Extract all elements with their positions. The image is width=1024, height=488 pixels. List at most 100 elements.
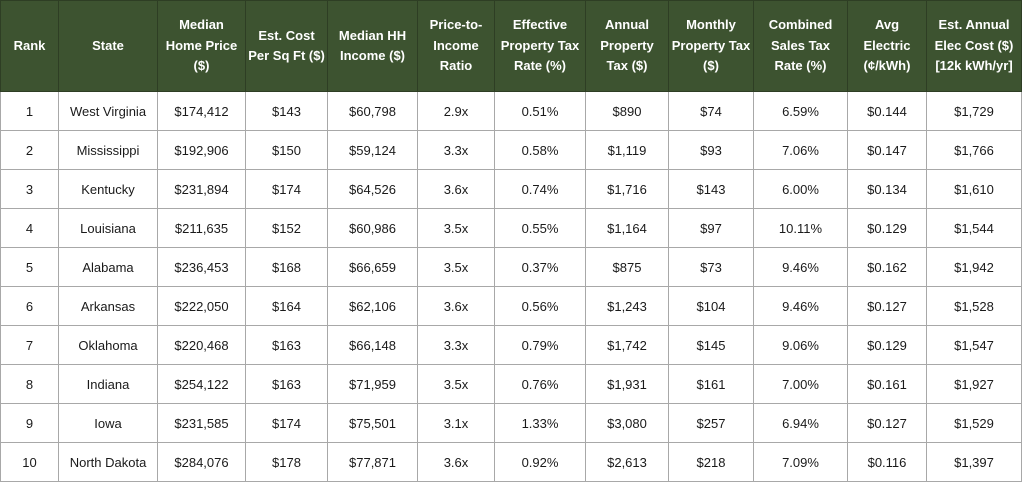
- cost-per-sqft-cell: $152: [245, 208, 328, 248]
- monthly-property-tax-cell: $161: [668, 364, 754, 404]
- state-cell: Alabama: [58, 247, 158, 287]
- state-cell: Indiana: [58, 364, 158, 404]
- median-hh-income-cell: $66,148: [327, 325, 418, 365]
- cost-per-sqft-cell: $168: [245, 247, 328, 287]
- price-to-income-cell: 3.6x: [417, 442, 495, 482]
- avg-electric-cell: $0.116: [847, 442, 927, 482]
- price-to-income-cell: 3.3x: [417, 325, 495, 365]
- rank-cell: 9: [0, 403, 59, 443]
- annual-elec-cost-cell: $1,610: [926, 169, 1022, 209]
- property-tax-rate-cell: 0.51%: [494, 91, 586, 131]
- cost-per-sqft-cell: $174: [245, 169, 328, 209]
- sales-tax-cell: 6.00%: [753, 169, 848, 209]
- column-header-cost-per-sqft: Est. Cost Per Sq Ft ($): [245, 0, 328, 92]
- median-home-price-cell: $192,906: [157, 130, 246, 170]
- monthly-property-tax-cell: $74: [668, 91, 754, 131]
- column-header-state: State: [58, 0, 158, 92]
- avg-electric-cell: $0.127: [847, 286, 927, 326]
- avg-electric-cell: $0.129: [847, 208, 927, 248]
- median-hh-income-cell: $71,959: [327, 364, 418, 404]
- table-row: 8 Indiana $254,122 $163 $71,959 3.5x 0.76% $1,9…: [0, 364, 1022, 404]
- median-home-price-cell: $174,412: [157, 91, 246, 131]
- price-to-income-cell: 3.6x: [417, 169, 495, 209]
- table-row: 9 Iowa $231,585 $174 $75,501 3.1x 1.33% $3,080 $…: [0, 403, 1022, 443]
- rank-cell: 8: [0, 364, 59, 404]
- sales-tax-cell: 6.94%: [753, 403, 848, 443]
- column-header-price-to-income: Price-to-Income Ratio: [417, 0, 495, 92]
- column-header-avg-electric: Avg Electric (¢/kWh): [847, 0, 927, 92]
- column-header-effective-property-tax-rate: Effective Property Tax Rate (%): [494, 0, 586, 92]
- annual-property-tax-cell: $1,742: [585, 325, 669, 365]
- sales-tax-cell: 7.00%: [753, 364, 848, 404]
- column-header-annual-property-tax: Annual Property Tax ($): [585, 0, 669, 92]
- annual-elec-cost-cell: $1,766: [926, 130, 1022, 170]
- sales-tax-cell: 9.06%: [753, 325, 848, 365]
- property-tax-rate-cell: 0.58%: [494, 130, 586, 170]
- median-hh-income-cell: $64,526: [327, 169, 418, 209]
- price-to-income-cell: 3.5x: [417, 208, 495, 248]
- price-to-income-cell: 3.5x: [417, 364, 495, 404]
- median-home-price-cell: $231,894: [157, 169, 246, 209]
- annual-elec-cost-cell: $1,927: [926, 364, 1022, 404]
- median-hh-income-cell: $59,124: [327, 130, 418, 170]
- annual-property-tax-cell: $2,613: [585, 442, 669, 482]
- state-cell: Oklahoma: [58, 325, 158, 365]
- rank-cell: 10: [0, 442, 59, 482]
- cost-per-sqft-cell: $150: [245, 130, 328, 170]
- table-row: 5 Alabama $236,453 $168 $66,659 3.5x 0.37% $875…: [0, 247, 1022, 287]
- state-cell: West Virginia: [58, 91, 158, 131]
- column-header-median-home-price: Median Home Price ($): [157, 0, 246, 92]
- header-row: Rank State Median Home Price ($) Est. Cost …: [0, 0, 1022, 92]
- rank-cell: 4: [0, 208, 59, 248]
- annual-elec-cost-cell: $1,942: [926, 247, 1022, 287]
- median-hh-income-cell: $60,798: [327, 91, 418, 131]
- cost-per-sqft-cell: $143: [245, 91, 328, 131]
- table-header: Rank State Median Home Price ($) Est. Cost …: [0, 0, 1022, 92]
- median-hh-income-cell: $66,659: [327, 247, 418, 287]
- column-header-median-hh-income: Median HH Income ($): [327, 0, 418, 92]
- monthly-property-tax-cell: $145: [668, 325, 754, 365]
- price-to-income-cell: 2.9x: [417, 91, 495, 131]
- median-home-price-cell: $220,468: [157, 325, 246, 365]
- monthly-property-tax-cell: $104: [668, 286, 754, 326]
- avg-electric-cell: $0.134: [847, 169, 927, 209]
- monthly-property-tax-cell: $143: [668, 169, 754, 209]
- median-home-price-cell: $231,585: [157, 403, 246, 443]
- cost-per-sqft-cell: $163: [245, 325, 328, 365]
- avg-electric-cell: $0.127: [847, 403, 927, 443]
- sales-tax-cell: 10.11%: [753, 208, 848, 248]
- annual-elec-cost-cell: $1,544: [926, 208, 1022, 248]
- sales-tax-cell: 9.46%: [753, 247, 848, 287]
- table-row: 3 Kentucky $231,894 $174 $64,526 3.6x 0.74% $1,…: [0, 169, 1022, 209]
- avg-electric-cell: $0.147: [847, 130, 927, 170]
- property-tax-rate-cell: 1.33%: [494, 403, 586, 443]
- table-body: 1 West Virginia $174,412 $143 $60,798 2.9x 0.5…: [0, 91, 1022, 482]
- annual-elec-cost-cell: $1,528: [926, 286, 1022, 326]
- sales-tax-cell: 9.46%: [753, 286, 848, 326]
- sales-tax-cell: 7.06%: [753, 130, 848, 170]
- property-tax-rate-cell: 0.37%: [494, 247, 586, 287]
- annual-elec-cost-cell: $1,397: [926, 442, 1022, 482]
- table-row: 6 Arkansas $222,050 $164 $62,106 3.6x 0.56% $1,…: [0, 286, 1022, 326]
- rank-cell: 5: [0, 247, 59, 287]
- monthly-property-tax-cell: $93: [668, 130, 754, 170]
- property-tax-rate-cell: 0.55%: [494, 208, 586, 248]
- median-home-price-cell: $211,635: [157, 208, 246, 248]
- annual-elec-cost-cell: $1,547: [926, 325, 1022, 365]
- annual-elec-cost-cell: $1,529: [926, 403, 1022, 443]
- monthly-property-tax-cell: $257: [668, 403, 754, 443]
- rank-cell: 7: [0, 325, 59, 365]
- table-row: 10 North Dakota $284,076 $178 $77,871 3.6x 0.9…: [0, 442, 1022, 482]
- median-hh-income-cell: $62,106: [327, 286, 418, 326]
- avg-electric-cell: $0.162: [847, 247, 927, 287]
- property-tax-rate-cell: 0.79%: [494, 325, 586, 365]
- rank-cell: 3: [0, 169, 59, 209]
- rank-cell: 1: [0, 91, 59, 131]
- price-to-income-cell: 3.6x: [417, 286, 495, 326]
- annual-property-tax-cell: $3,080: [585, 403, 669, 443]
- annual-property-tax-cell: $1,931: [585, 364, 669, 404]
- property-tax-rate-cell: 0.92%: [494, 442, 586, 482]
- cost-per-sqft-cell: $174: [245, 403, 328, 443]
- annual-property-tax-cell: $1,243: [585, 286, 669, 326]
- monthly-property-tax-cell: $218: [668, 442, 754, 482]
